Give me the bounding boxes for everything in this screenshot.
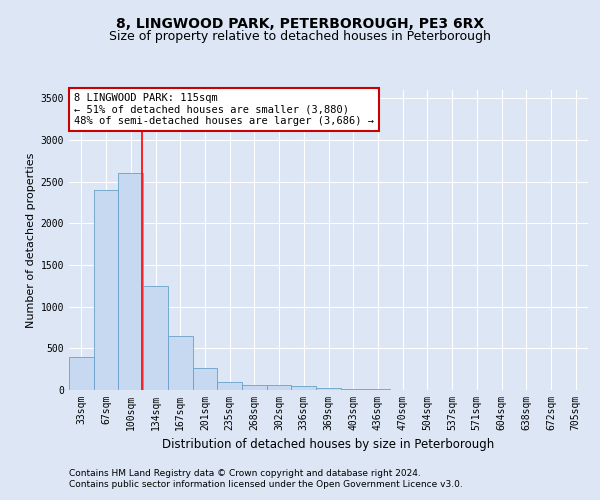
Y-axis label: Number of detached properties: Number of detached properties [26, 152, 37, 328]
Bar [69, 356, 94, 390]
Bar [316, 388, 341, 390]
Bar [143, 286, 168, 390]
Bar [94, 190, 118, 390]
X-axis label: Distribution of detached houses by size in Peterborough: Distribution of detached houses by size … [163, 438, 494, 452]
Bar [341, 389, 365, 390]
Bar [193, 368, 217, 390]
Text: Contains HM Land Registry data © Crown copyright and database right 2024.: Contains HM Land Registry data © Crown c… [69, 468, 421, 477]
Text: Contains public sector information licensed under the Open Government Licence v3: Contains public sector information licen… [69, 480, 463, 489]
Bar [292, 386, 316, 390]
Bar [267, 385, 292, 390]
Bar [242, 385, 267, 390]
Bar [118, 174, 143, 390]
Text: Size of property relative to detached houses in Peterborough: Size of property relative to detached ho… [109, 30, 491, 43]
Text: 8 LINGWOOD PARK: 115sqm
← 51% of detached houses are smaller (3,880)
48% of semi: 8 LINGWOOD PARK: 115sqm ← 51% of detache… [74, 93, 374, 126]
Text: 8, LINGWOOD PARK, PETERBOROUGH, PE3 6RX: 8, LINGWOOD PARK, PETERBOROUGH, PE3 6RX [116, 18, 484, 32]
Bar [168, 336, 193, 390]
Bar [217, 382, 242, 390]
